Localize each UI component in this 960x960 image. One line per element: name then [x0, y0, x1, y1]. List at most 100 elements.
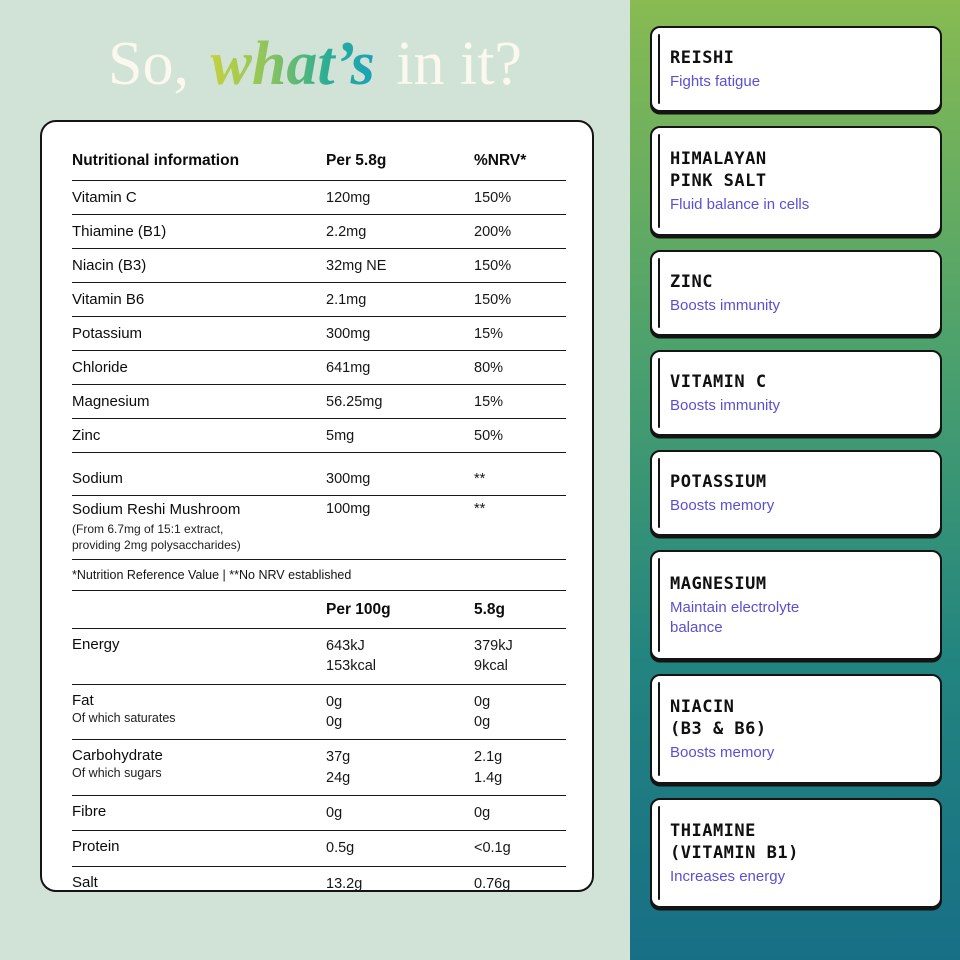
nutrient-nrv: 150% — [474, 257, 512, 274]
nutrient-name: Potassium — [72, 325, 143, 343]
ingredient-benefit: Boosts memory — [670, 743, 775, 761]
macro-per100: 0g — [326, 804, 343, 821]
nutrient-row: Potassium 300mg 15% — [72, 317, 566, 352]
ingredient-benefit: Boosts immunity — [670, 296, 781, 314]
nutrient-row: Chloride 641mg 80% — [72, 351, 566, 386]
ingredients-panel: REISHI Fights fatigue HIMALAYAN PINK SAL… — [630, 0, 960, 960]
macro-name: Salt — [72, 874, 326, 891]
nutrient-amount: 300mg — [326, 470, 371, 487]
white-powder-image — [658, 558, 660, 652]
ingredient-benefit: Boosts immunity — [670, 396, 781, 414]
ingredient-text: ZINC Boosts immunity — [660, 269, 790, 318]
macro-per58: 0g 0g — [474, 693, 491, 731]
ingredient-benefit: Fights fatigue — [670, 72, 761, 90]
nutrient-amount: 32mg NE — [326, 257, 387, 274]
nutrient-name: Chloride — [72, 359, 128, 377]
nutrient-nrv: 50% — [474, 427, 504, 444]
ingredient-text: NIACIN (B3 & B6) Boosts memory — [660, 694, 784, 765]
macro-per58: 379kJ 9kcal — [474, 638, 513, 675]
ingredient-card-thiamine: THIAMINE (VITAMIN B1) Increases energy — [650, 798, 942, 908]
nutrient-amount: 5mg — [326, 427, 355, 444]
mushroom-extract-note: (From 6.7mg of 15:1 extract, providing 2… — [72, 522, 241, 552]
ingredient-name: THIAMINE (VITAMIN B1) — [670, 820, 799, 863]
nutrient-name: Magnesium — [72, 393, 150, 411]
ingredient-benefit: Increases energy — [670, 867, 786, 885]
macro-name-text: Fibre — [72, 802, 107, 820]
title-part-in-it: in it? — [380, 30, 522, 98]
nutrient-name: Vitamin B6 — [72, 291, 145, 309]
header-label: Nutritional information — [72, 152, 240, 170]
macro-per58: 2.1g 1.4g — [474, 749, 503, 786]
macro-name: Fibre — [72, 803, 326, 820]
ingredient-name: POTASSIUM — [670, 471, 767, 492]
macro-per100: 37g 24g — [326, 749, 351, 786]
title-part-so: So, — [108, 30, 205, 98]
nutrient-row: Sodium 300mg ** — [72, 462, 566, 497]
nutrition-table-header: Nutritional information Per 5.8g %NRV* — [72, 142, 566, 182]
macro-per100: 0g 0g — [326, 693, 343, 731]
nutrient-amount: 300mg — [326, 325, 371, 342]
nutrient-amount: 100mg — [326, 501, 371, 518]
nutrient-row: Zinc 5mg 50% — [72, 419, 566, 454]
nutrient-nrv: 200% — [474, 223, 512, 240]
nutrient-amount: 120mg — [326, 189, 371, 206]
ingredient-text: POTASSIUM Boosts memory — [660, 469, 784, 518]
macro-row: Fat Of which saturates 0g 0g 0g 0g — [72, 685, 566, 741]
ingredient-card-niacin: NIACIN (B3 & B6) Boosts memory — [650, 674, 942, 784]
nutrient-row: Sodium Reshi Mushroom (From 6.7mg of 15:… — [72, 496, 566, 561]
ingredient-name: REISHI — [670, 47, 735, 68]
ingredient-card-vitamin-c: VITAMIN C Boosts immunity — [650, 350, 942, 436]
nutrient-row: Magnesium 56.25mg 15% — [72, 385, 566, 420]
header-nrv: %NRV* — [474, 152, 527, 170]
ingredient-name: VITAMIN C — [670, 371, 767, 392]
macro-row: Energy 643kJ 153kcal 379kJ 9kcal — [72, 629, 566, 685]
zinc-mineral-image — [658, 258, 660, 328]
pink-salt-image — [658, 134, 660, 228]
nutrient-name: Sodium — [72, 470, 123, 488]
ingredient-card-reishi: REISHI Fights fatigue — [650, 26, 942, 112]
page-title: So, what’s in it? — [0, 30, 630, 98]
nutrient-name: Zinc — [72, 427, 101, 445]
nutrient-amount: 56.25mg — [326, 393, 383, 410]
nutrient-name: Niacin (B3) — [72, 257, 147, 275]
bento-food-image — [658, 806, 660, 900]
ingredient-name: NIACIN (B3 & B6) — [670, 696, 767, 739]
ingredient-benefit: Maintain electrolyte balance — [670, 599, 800, 636]
macro-per100: 643kJ 153kcal — [326, 638, 376, 675]
nutrient-nrv: 15% — [474, 393, 504, 410]
ingredient-benefit: Fluid balance in cells — [670, 195, 810, 213]
nutrient-nrv: ** — [474, 470, 486, 487]
ingredient-card-himalayan-pink-salt: HIMALAYAN PINK SALT Fluid balance in cel… — [650, 126, 942, 236]
nutrient-row: Vitamin B6 2.1mg 150% — [72, 283, 566, 318]
ingredient-name: ZINC — [670, 271, 713, 292]
nutrient-row: Niacin (B3) 32mg NE 150% — [72, 249, 566, 284]
macro-per58: 0.76g — [474, 875, 511, 892]
macro-row: Salt 13.2g 0.76g — [72, 867, 566, 901]
macro-name-text: Protein — [72, 838, 120, 856]
macro-name-text: Carbohydrate — [72, 747, 163, 765]
macro-row: Protein 0.5g <0.1g — [72, 831, 566, 867]
nutrient-amount: 2.2mg — [326, 223, 367, 240]
nutrition-card: Nutritional information Per 5.8g %NRV* V… — [40, 120, 594, 893]
nutrient-row: Thiamine (B1) 2.2mg 200% — [72, 215, 566, 250]
macro-subname: Of which saturates — [72, 710, 176, 725]
nutrient-nrv: ** — [474, 501, 486, 518]
macro-name-text: Salt — [72, 873, 98, 891]
nutrient-amount: 2.1mg — [326, 291, 367, 308]
nutrition-panel: So, what’s in it? Nutritional informatio… — [0, 0, 630, 960]
ingredient-text: VITAMIN C Boosts immunity — [660, 369, 790, 418]
nutrient-amount: 641mg — [326, 359, 371, 376]
macro-per100: 0.5g — [326, 840, 355, 857]
nrv-footnote: *Nutrition Reference Value | **No NRV es… — [72, 560, 566, 592]
macro-header-per58: 5.8g — [474, 600, 506, 618]
macro-table-header: Per 100g 5.8g — [72, 591, 566, 630]
reishi-mushroom-image — [658, 34, 660, 104]
nutrient-name: Thiamine (B1) — [72, 223, 167, 241]
nutrient-nrv: 15% — [474, 325, 504, 342]
macro-per58: 0g — [474, 804, 491, 821]
macro-per100: 13.2g — [326, 875, 363, 892]
ingredient-card-magnesium: MAGNESIUM Maintain electrolyte balance — [650, 550, 942, 660]
mushroom-row-name: Sodium Reshi Mushroom — [72, 501, 241, 519]
nutrient-nrv: 150% — [474, 291, 512, 308]
